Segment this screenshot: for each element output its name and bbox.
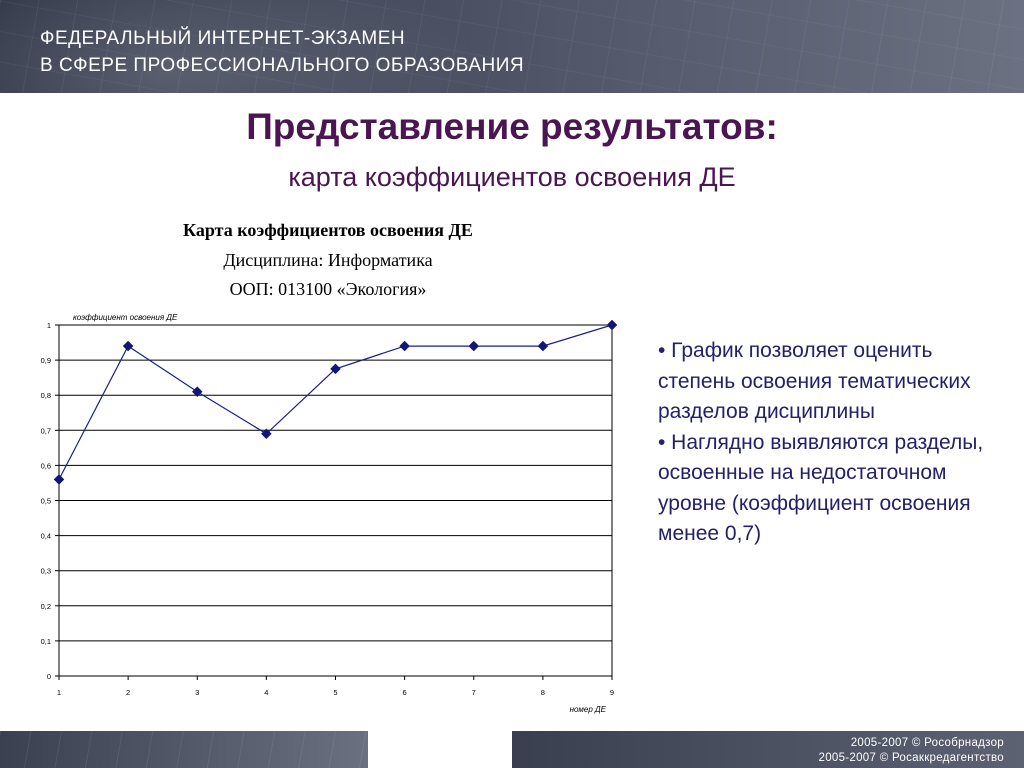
grid-decoration — [0, 0, 1024, 93]
header-banner: ФЕДЕРАЛЬНЫЙ ИНТЕРНЕТ-ЭКЗАМЕН В СФЕРЕ ПРО… — [0, 0, 1024, 93]
y-tick-label: 0,6 — [41, 461, 51, 470]
header-line-1: ФЕДЕРАЛЬНЫЙ ИНТЕРНЕТ-ЭКЗАМЕН — [40, 28, 406, 49]
y-tick-label: 1 — [47, 321, 51, 330]
y-tick-label: 0,4 — [41, 532, 51, 541]
bullet-item: • Наглядно выявляются разделы, освоенные… — [658, 430, 984, 546]
copyright-line-1: 2005-2007 © Рособрнадзор — [850, 737, 1004, 749]
footer-bar: 2005-2007 © Рособрнадзор 2005-2007 © Рос… — [512, 731, 1024, 768]
chart-discipline: Дисциплина: Информатика — [223, 250, 433, 270]
y-tick-label: 0,9 — [41, 356, 51, 365]
y-axis-label: коэффициент освоения ДЕ — [73, 313, 178, 322]
data-point-marker — [330, 363, 341, 375]
y-tick-label: 0,8 — [41, 391, 51, 400]
y-tick-label: 0,2 — [41, 602, 51, 611]
x-tick-label: 7 — [472, 688, 476, 697]
chart-panel: Карта коэффициентов освоения ДЕ Дисципли… — [28, 214, 628, 720]
bullet-list: • График позволяет оценить степень освое… — [658, 336, 998, 550]
series-line — [58, 324, 613, 480]
data-point-marker — [606, 319, 618, 331]
data-point-marker — [191, 386, 203, 398]
y-tick-label: 0,7 — [41, 426, 51, 435]
y-tick-label: 0,5 — [41, 497, 51, 506]
data-point-marker — [122, 340, 134, 352]
x-tick-label: 8 — [541, 688, 545, 697]
x-tick-label: 1 — [57, 688, 61, 697]
x-tick-label: 2 — [126, 688, 130, 697]
x-tick-label: 5 — [333, 688, 337, 697]
globe-decoration — [0, 0, 480, 93]
x-tick-label: 3 — [195, 688, 199, 697]
y-tick-label: 0,1 — [41, 637, 51, 646]
data-point-marker — [537, 340, 549, 352]
chart-title: Карта коэффициентов освоения ДЕ — [183, 220, 473, 240]
data-point-marker — [53, 474, 65, 485]
data-point-marker — [261, 428, 272, 440]
y-tick-label: 0,3 — [41, 567, 51, 576]
data-point-marker — [399, 340, 410, 352]
x-axis-label: номер ДЕ — [570, 705, 607, 714]
y-tick-label: 0 — [47, 672, 51, 681]
bullet-item: • График позволяет оценить степень освое… — [658, 339, 971, 423]
footer-decoration — [0, 731, 368, 768]
header-line-2: В СФЕРЕ ПРОФЕССИОНАЛЬНОГО ОБРАЗОВАНИЯ — [40, 55, 525, 76]
slide-title: Представление результатов: — [246, 106, 778, 147]
line-chart: 0 0,1 0,2 0,3 0,4 0,5 0,6 0,7 0,8 0,9 1 1 2 3 4 5 6 7 8 9 ко… — [41, 313, 618, 714]
slide-subtitle: карта коэффициентов освоения ДЕ — [288, 162, 736, 192]
x-tick-label: 4 — [264, 688, 268, 697]
copyright-line-2: 2005-2007 © Росаккредагентство — [818, 752, 1004, 764]
chart-program: ООП: 013100 «Экология» — [229, 279, 427, 299]
data-point-marker — [468, 340, 480, 352]
x-tick-label: 6 — [403, 688, 407, 697]
x-tick-label: 9 — [610, 688, 614, 697]
